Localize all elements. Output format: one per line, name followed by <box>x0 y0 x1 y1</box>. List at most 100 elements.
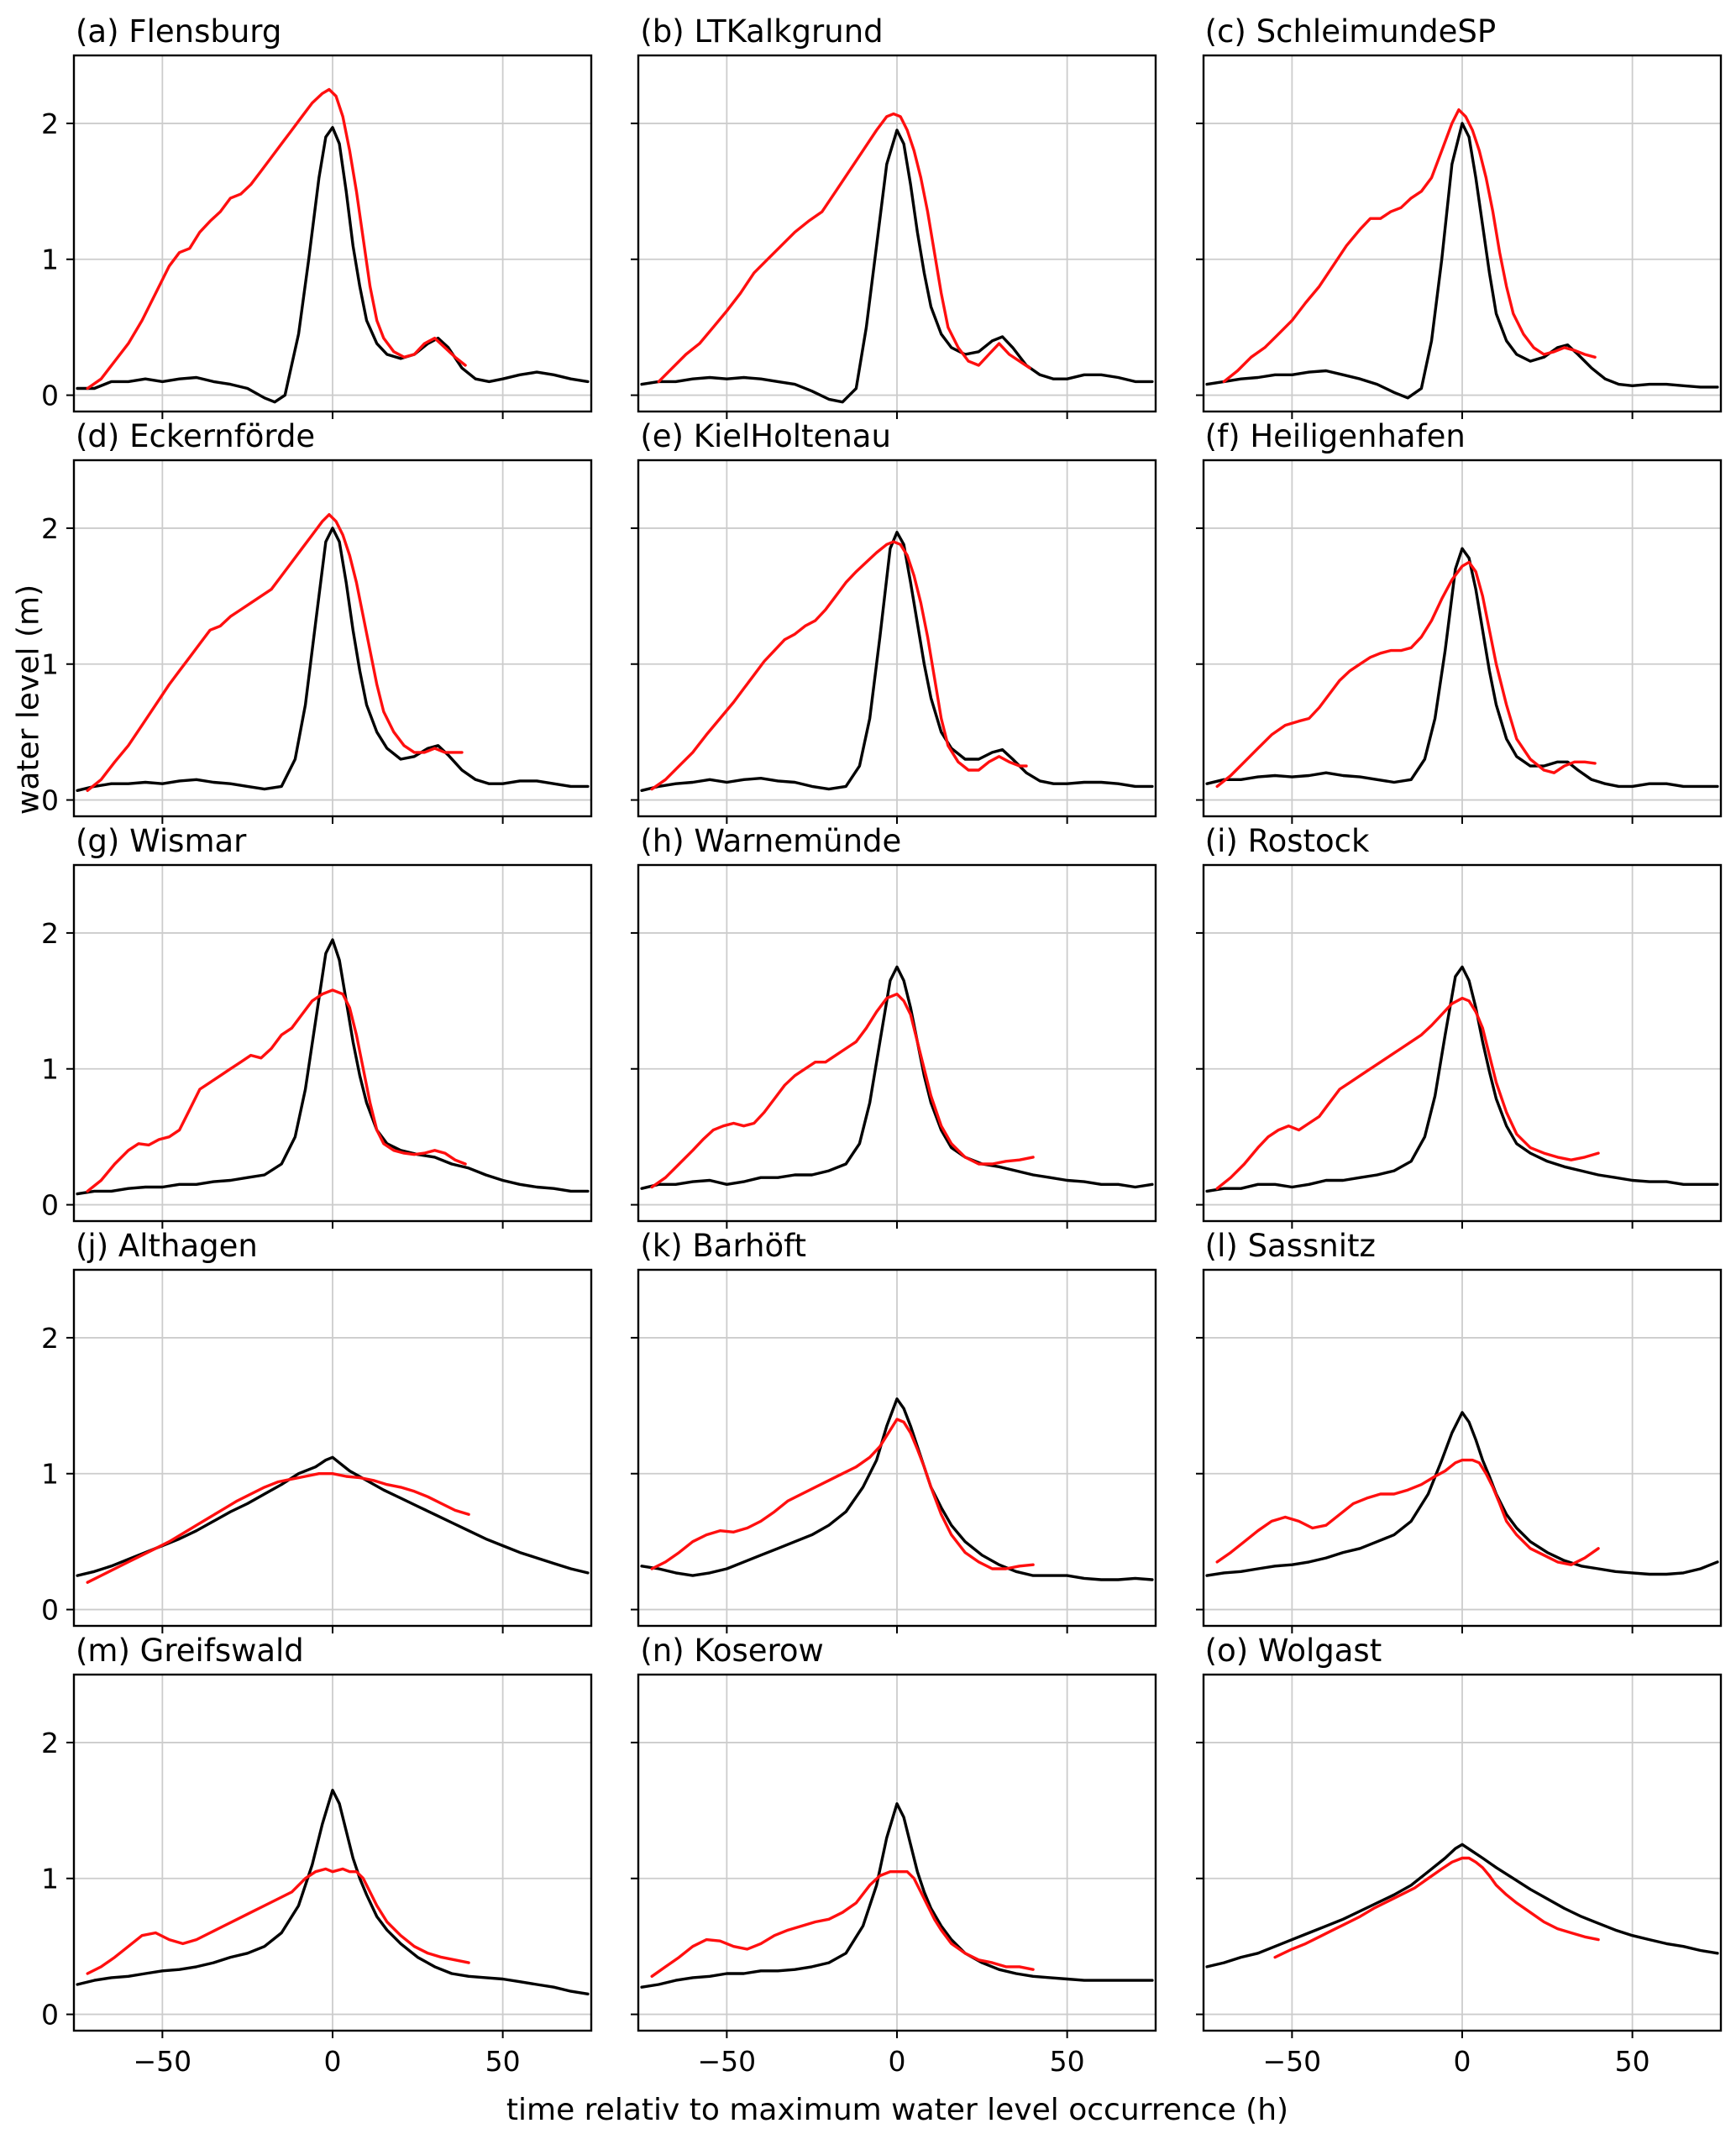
plot-svg: −50 0 50 <box>631 1673 1157 2078</box>
y-tick-label: 1 <box>41 648 59 681</box>
axes-border <box>637 54 1157 413</box>
subplot-title: (k) Barhöft <box>640 1227 806 1264</box>
gridlines <box>638 460 1156 816</box>
axes-border <box>637 459 1157 818</box>
gridlines <box>638 55 1156 412</box>
tick-marks <box>66 1336 504 1633</box>
y-tick-label: 0 <box>41 784 59 817</box>
axes-border <box>72 863 593 1223</box>
plot-svg: 0 1 2 <box>41 54 593 419</box>
tick-marks <box>1195 122 1634 419</box>
series-red-line <box>86 1867 470 1975</box>
subplot-k: (k) Barhöft <box>631 1221 1157 1633</box>
axes-border <box>637 1268 1157 1628</box>
plot-area <box>631 459 1157 824</box>
subplot-g: (g) Wismar 0 1 2 <box>41 816 593 1229</box>
subplot-m: (m) Greifswald 0 1 2 −50 0 50 <box>41 1626 593 2078</box>
subplot-title: (a) Flensburg <box>76 13 282 50</box>
subplot-title: (j) Althagen <box>76 1227 258 1264</box>
y-tick-label: 2 <box>41 512 59 545</box>
series-red-line <box>86 87 467 391</box>
series-red-line <box>86 512 464 792</box>
tick-marks <box>631 1741 1068 2038</box>
plot-area <box>631 1268 1157 1633</box>
subplot-c: (c) SchleimundeSP <box>1195 7 1722 419</box>
y-tick-label: 0 <box>41 1189 59 1222</box>
x-tick-label: −50 <box>1262 2045 1321 2078</box>
gridlines <box>74 1270 591 1626</box>
subplot-title: (c) SchleimundeSP <box>1204 13 1497 50</box>
series-black-line <box>640 1397 1154 1581</box>
subplot-h: (h) Warnemünde <box>631 816 1157 1229</box>
plot-area <box>1195 863 1722 1229</box>
plot-svg <box>1195 459 1722 824</box>
plot-svg: 0 1 2 −50 0 50 <box>41 1673 593 2078</box>
subplot-o: (o) Wolgast −50 0 50 <box>1195 1626 1722 2078</box>
y-tick-label: 2 <box>41 917 59 950</box>
series-black-line <box>76 1788 590 1995</box>
gridlines <box>74 1675 591 2031</box>
plot-area: 0 1 2 <box>41 459 593 824</box>
y-tick-label: 1 <box>41 1458 59 1491</box>
gridlines <box>1203 1270 1721 1626</box>
tick-marks <box>1195 1741 1634 2038</box>
tick-marks <box>1195 931 1634 1229</box>
x-tick-label: 50 <box>1050 2045 1085 2078</box>
series-black-line <box>640 531 1154 792</box>
subplot-i: (i) Rostock <box>1195 816 1722 1229</box>
tick-marks <box>631 122 1068 419</box>
axes-border <box>637 863 1157 1223</box>
plot-svg <box>631 54 1157 419</box>
series-red-line <box>650 992 1036 1189</box>
subplot-b: (b) LTKalkgrund <box>631 7 1157 419</box>
subplot-title: (h) Warnemünde <box>640 822 902 859</box>
series-black-line <box>1205 965 1719 1193</box>
gridlines <box>1203 865 1721 1221</box>
subplot-a: (a) Flensburg 0 1 2 <box>41 7 593 419</box>
plot-svg: −50 0 50 <box>1195 1673 1722 2078</box>
subplot-title: (f) Heiligenhafen <box>1204 417 1466 454</box>
x-tick-label: 50 <box>1614 2045 1649 2078</box>
plot-svg <box>631 459 1157 824</box>
x-axis-label: time relativ to maximum water level occu… <box>506 2093 1289 2127</box>
tick-marks <box>631 527 1068 824</box>
series-red-line <box>650 1869 1036 1978</box>
series-black-line <box>640 1801 1154 1989</box>
gridlines <box>638 1270 1156 1626</box>
axes-border <box>637 1673 1157 2032</box>
y-tick-label: 0 <box>41 1999 59 2032</box>
x-tick-label: 50 <box>485 2045 521 2078</box>
plot-area <box>631 863 1157 1229</box>
plot-area <box>1195 459 1722 824</box>
x-tick-label: 0 <box>1453 2045 1471 2078</box>
y-tick-label: 1 <box>41 244 59 276</box>
tick-marks <box>66 1741 504 2038</box>
plot-svg <box>1195 54 1722 419</box>
axes-border <box>1202 1268 1722 1628</box>
tick-marks <box>1195 1336 1634 1633</box>
subplot-l: (l) Sassnitz <box>1195 1221 1722 1633</box>
axes-border <box>72 1268 593 1628</box>
plot-svg: 0 1 2 <box>41 459 593 824</box>
axes-border <box>1202 863 1722 1223</box>
series-red-line <box>650 540 1029 791</box>
series-black-line <box>1205 1843 1719 1969</box>
subplot-title: (i) Rostock <box>1204 822 1370 859</box>
y-tick-label: 2 <box>41 1727 59 1759</box>
series-red-line <box>1273 1856 1600 1959</box>
y-tick-label: 0 <box>41 1594 59 1627</box>
subplot-title: (d) Eckernförde <box>76 417 316 454</box>
gridlines <box>74 865 591 1221</box>
gridlines <box>1203 1675 1721 2031</box>
plot-svg <box>631 863 1157 1229</box>
subplot-j: (j) Althagen 0 1 2 <box>41 1221 593 1633</box>
plot-svg <box>631 1268 1157 1633</box>
y-tick-label: 1 <box>41 1053 59 1086</box>
axes-border <box>72 1673 593 2032</box>
subplot-title: (e) KielHoltenau <box>640 417 891 454</box>
series-black-line <box>640 128 1154 404</box>
subplot-e: (e) KielHoltenau <box>631 412 1157 824</box>
subplot-title: (l) Sassnitz <box>1204 1227 1376 1264</box>
x-tick-label: 0 <box>889 2045 906 2078</box>
series-black-line <box>1205 122 1719 400</box>
